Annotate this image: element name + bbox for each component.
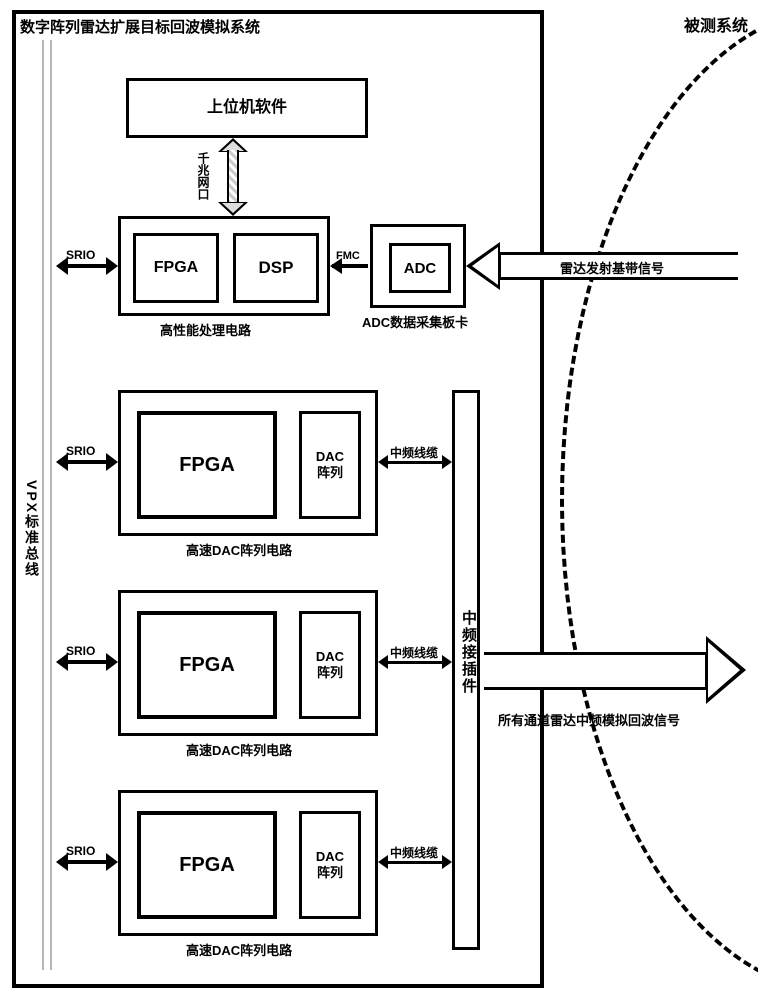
vpx-bus-label: VPX标准总线 [22,480,42,578]
tx-baseband-label: 雷达发射基带信号 [560,258,664,277]
gigabit-arrow [218,140,248,214]
dac-board-1-caption: 高速DAC阵列电路 [186,540,292,559]
dac-board-2: FPGA DAC阵列 [118,590,378,736]
adc-card-caption: ADC数据采集板卡 [362,312,468,331]
dac2-fpga-chip: FPGA [137,611,277,719]
tested-system-title: 被测系统 [684,12,748,36]
adc-card: ADC [370,224,466,308]
tested-system-boundary [560,6,758,994]
dac1-fpga-chip: FPGA [137,411,277,519]
if-cable-label-2: 中频线缆 [390,644,438,661]
dac-board-3-caption: 高速DAC阵列电路 [186,940,292,959]
adc-chip: ADC [389,243,451,293]
processing-board: FPGA DSP [118,216,330,316]
vpx-bus-lines [42,40,54,970]
srio-label-3: SRIO [66,644,95,658]
host-software-box: 上位机软件 [126,78,368,138]
dac-board-2-caption: 高速DAC阵列电路 [186,740,292,759]
simulation-system-title: 数字阵列雷达扩展目标回波模拟系统 [20,16,260,37]
output-signal-label: 所有通道雷达中频模拟回波信号 [498,710,680,729]
processing-board-caption: 高性能处理电路 [160,320,251,339]
dac-board-3: FPGA DAC阵列 [118,790,378,936]
dac3-fpga-chip: FPGA [137,811,277,919]
fmc-label: FMC [336,250,360,262]
dac2-dac-array: DAC阵列 [299,611,361,719]
diagram-canvas: 被测系统 数字阵列雷达扩展目标回波模拟系统 VPX标准总线 上位机软件 千兆网口… [0,0,758,1000]
srio-label-1: SRIO [66,248,95,262]
output-signal-arrow [484,640,746,704]
dac-board-1: FPGA DAC阵列 [118,390,378,536]
proc-dsp-chip: DSP [233,233,319,303]
gigabit-label: 千兆网口 [195,152,212,200]
srio-label-2: SRIO [66,444,95,458]
dac1-dac-array: DAC阵列 [299,411,361,519]
if-cable-label-1: 中频线缆 [390,444,438,461]
srio-label-4: SRIO [66,844,95,858]
dac3-dac-array: DAC阵列 [299,811,361,919]
if-cable-label-3: 中频线缆 [390,844,438,861]
proc-fpga-chip: FPGA [133,233,219,303]
if-connector-label: 中频接插件 [458,610,479,695]
